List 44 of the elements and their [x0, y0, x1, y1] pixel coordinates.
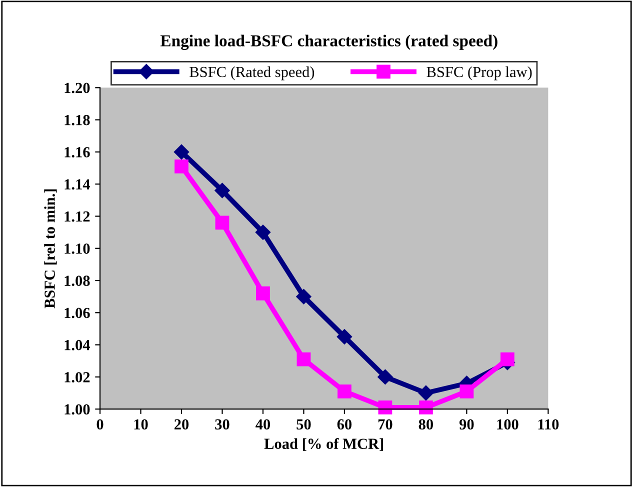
- y-tick-label: 1.08: [64, 276, 90, 286]
- x-axis-title: Load [% of MCR]: [264, 438, 384, 451]
- y-tick-label: 1.02: [64, 372, 90, 382]
- x-tick-label: 50: [296, 419, 311, 430]
- point: [174, 159, 188, 174]
- point: [215, 216, 230, 230]
- point: [338, 384, 352, 398]
- y-tick-label: 1.10: [64, 244, 90, 254]
- y-tick-label: 1.20: [64, 82, 90, 94]
- point: [214, 182, 230, 198]
- point: [336, 329, 352, 344]
- y-tick-label: 1.06: [64, 308, 90, 318]
- x-tick-label: 80: [418, 419, 434, 430]
- point: [255, 224, 271, 240]
- point: [500, 352, 514, 366]
- legend-label: BSFC (Rated speed): [190, 66, 314, 80]
- x-tick-label: 60: [337, 419, 352, 430]
- x-tick-label: 90: [459, 419, 474, 430]
- x-tick-label: 0: [96, 419, 104, 430]
- y-tick-label: 1.04: [64, 340, 90, 350]
- x-tick-label: 30: [215, 419, 230, 430]
- point: [296, 352, 311, 366]
- x-tick-label: 20: [174, 419, 189, 430]
- legend-label: BSFC (Prop law): [426, 66, 532, 80]
- point: [256, 286, 270, 300]
- chart-title: Engine load-BSFC characteristics (rated speed): [160, 34, 498, 50]
- x-tick-label: 40: [256, 419, 270, 430]
- y-tick-label: 1.14: [64, 179, 90, 190]
- point: [378, 369, 393, 385]
- point: [460, 384, 474, 398]
- y-tick-label: 1.16: [64, 147, 90, 158]
- y-axis-title: BSFC [rel to min.]: [44, 189, 57, 308]
- point: [378, 400, 392, 414]
- y-tick-label: 1.18: [64, 114, 90, 126]
- x-tick-label: 110: [538, 419, 559, 430]
- point: [174, 144, 190, 160]
- point: [419, 400, 433, 414]
- y-tick-label: 1.12: [64, 211, 90, 222]
- point: [296, 289, 312, 304]
- x-tick-label: 70: [378, 419, 392, 430]
- x-tick-label: 10: [134, 419, 148, 430]
- x-tick-label: 100: [497, 419, 518, 430]
- point: [418, 385, 434, 401]
- y-tick-label: 1.00: [64, 404, 90, 415]
